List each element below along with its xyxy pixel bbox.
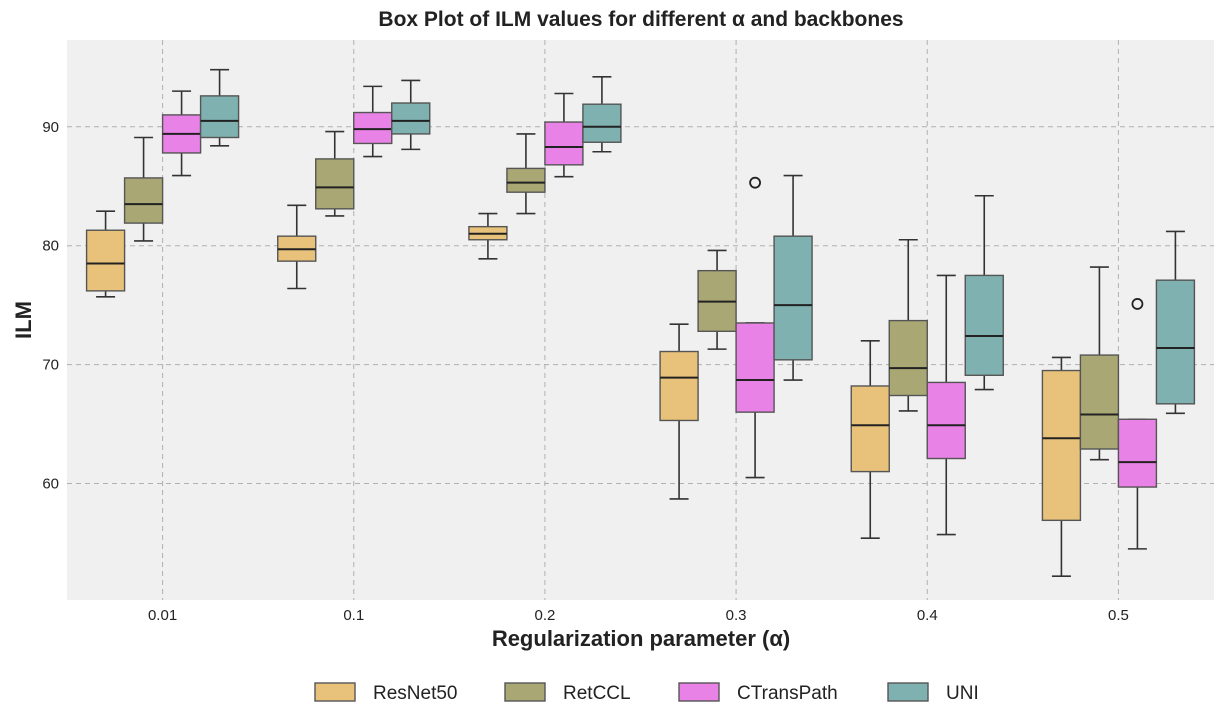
box-iqr	[315, 158, 355, 210]
box-iqr	[1117, 418, 1158, 488]
x-axis-label: Regularization parameter (α)	[492, 626, 790, 651]
x-tick-label-0.3: 0.3	[726, 607, 747, 624]
legend-item-RetCCL: RetCCL	[504, 682, 631, 704]
box-ResNet50-0.5	[1041, 356, 1082, 578]
box-iqr	[659, 350, 699, 422]
box-UNI-0.01	[199, 68, 240, 147]
box-ResNet50-0.01	[85, 210, 126, 298]
box-RetCCL-0.3	[697, 249, 737, 350]
box-iqr	[544, 121, 584, 166]
y-tick-label-90: 90	[42, 119, 59, 136]
plot-background	[67, 40, 1214, 600]
box-UNI-0.1	[391, 79, 431, 151]
box-ResNet50-0.4	[850, 340, 890, 539]
x-ticks: 0.01 0.1 0.2 0.3 0.4 0.5	[148, 607, 1129, 624]
box-iqr	[85, 229, 126, 292]
legend-swatch-UNI	[887, 682, 929, 702]
box-CTransPath-0.01	[161, 90, 202, 177]
x-tick-label-0.4: 0.4	[917, 607, 938, 624]
y-tick-label-80: 80	[42, 238, 59, 255]
outlier-point-0	[1131, 298, 1144, 310]
box-CTransPath-0.5	[1117, 298, 1158, 550]
legend-swatch-CTransPath	[678, 682, 720, 702]
box-UNI-0.5	[1155, 230, 1196, 415]
box-iqr	[506, 167, 546, 193]
box-CTransPath-0.2	[544, 92, 584, 178]
legend-swatch-ResNet50	[314, 682, 356, 702]
box-iqr	[391, 102, 431, 135]
box-iqr	[964, 274, 1004, 376]
y-axis-label: ILM	[11, 301, 36, 339]
legend-label-CTransPath: CTransPath	[737, 683, 838, 704]
box-RetCCL-0.1	[315, 130, 355, 217]
box-iqr	[735, 322, 775, 413]
x-tick-label-0.01: 0.01	[148, 607, 177, 624]
legend: ResNet50 RetCCL CTransPath UNI	[314, 682, 979, 704]
legend-item-UNI: UNI	[887, 682, 979, 704]
y-ticks: 60 70 80 90	[42, 119, 59, 493]
box-CTransPath-0.3	[735, 176, 775, 479]
legend-label-ResNet50: ResNet50	[373, 683, 458, 704]
box-iqr	[926, 381, 966, 460]
legend-swatch-RetCCL	[504, 682, 546, 702]
box-RetCCL-0.2	[506, 133, 546, 215]
box-iqr	[199, 95, 240, 139]
box-CTransPath-0.1	[353, 85, 393, 158]
legend-item-CTransPath: CTransPath	[678, 682, 838, 704]
box-iqr	[888, 319, 928, 397]
legend-label-UNI: UNI	[946, 683, 979, 704]
boxes	[85, 68, 1196, 578]
box-RetCCL-0.4	[888, 238, 928, 412]
legend-item-ResNet50: ResNet50	[314, 682, 458, 704]
chart-title: Box Plot of ILM values for different α a…	[378, 8, 903, 31]
box-iqr	[353, 111, 393, 145]
x-tick-label-0.5: 0.5	[1108, 607, 1129, 624]
box-RetCCL-0.5	[1079, 266, 1120, 461]
outlier-point-0	[749, 176, 761, 189]
y-tick-label-60: 60	[42, 475, 59, 492]
box-ResNet50-0.2	[468, 212, 508, 260]
box-iqr	[850, 385, 890, 473]
box-UNI-0.2	[582, 76, 622, 153]
box-iqr	[582, 103, 622, 143]
box-iqr	[1079, 354, 1120, 450]
box-ResNet50-0.1	[277, 204, 317, 290]
box-iqr	[123, 177, 164, 224]
x-tick-label-0.2: 0.2	[534, 607, 555, 624]
legend-label-RetCCL: RetCCL	[563, 683, 631, 704]
box-CTransPath-0.4	[926, 274, 966, 536]
box-iqr	[773, 235, 813, 361]
box-ResNet50-0.3	[659, 323, 699, 500]
box-RetCCL-0.01	[123, 136, 164, 242]
box-UNI-0.4	[964, 194, 1004, 391]
box-UNI-0.3	[773, 174, 813, 381]
y-tick-label-70: 70	[42, 357, 59, 374]
x-tick-label-0.1: 0.1	[343, 607, 364, 624]
box-iqr	[1155, 279, 1196, 405]
box-iqr	[1041, 369, 1082, 522]
